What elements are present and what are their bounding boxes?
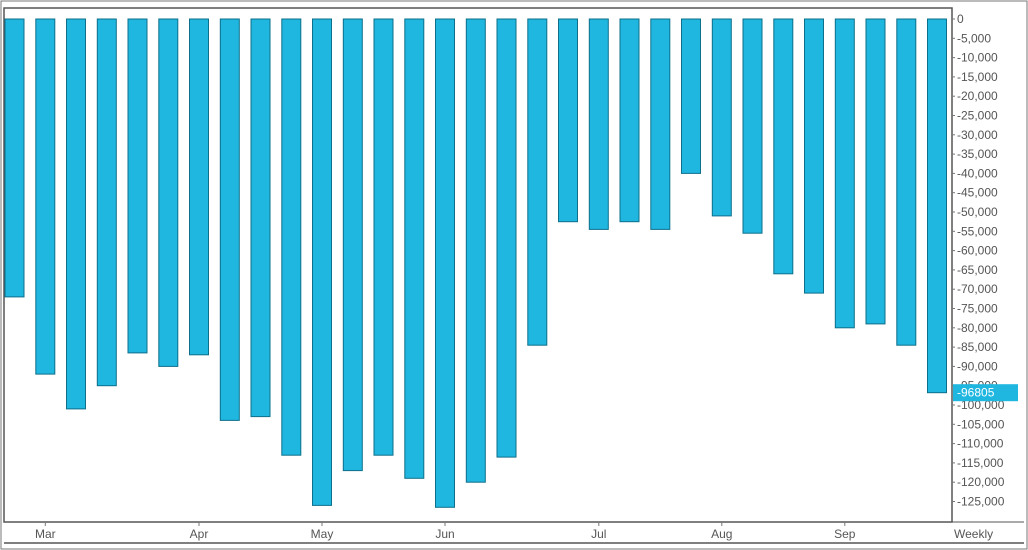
bar-4	[96, 18, 117, 387]
bar-27	[804, 18, 824, 294]
bar-24	[711, 18, 732, 217]
bar-21	[619, 18, 640, 223]
y-tick-label: -25,000	[957, 109, 998, 123]
y-tick-label: -50,000	[957, 205, 998, 219]
y-tick-label: -80,000	[957, 321, 998, 335]
y-tick-label: -110,000	[957, 437, 1004, 451]
y-tick-label: -125,000	[957, 495, 1005, 509]
bar-31	[927, 18, 947, 394]
y-tick-label: -40,000	[957, 166, 998, 180]
y-tick-label: -55,000	[957, 224, 998, 238]
bar-9	[250, 18, 271, 418]
bar-29	[865, 18, 886, 325]
y-tick-label: -105,000	[957, 417, 1005, 431]
bar-10	[281, 18, 302, 456]
bars-group	[4, 18, 947, 508]
y-tick-label: -65,000	[957, 263, 998, 277]
y-tick-label: -75,000	[957, 302, 998, 316]
bar-14	[404, 18, 425, 479]
bar-3	[66, 18, 86, 410]
y-tick-label: 0	[957, 12, 964, 26]
x-tick-label: Apr	[190, 527, 209, 541]
bar-30	[896, 18, 917, 346]
bar-20	[588, 18, 609, 230]
bar-22	[650, 18, 671, 230]
y-tick-label: -30,000	[957, 128, 998, 142]
x-tick-label: Aug	[711, 527, 732, 541]
x-tick-label: May	[311, 527, 334, 541]
last-value-label-bg	[953, 384, 1018, 402]
bar-1	[4, 18, 25, 298]
bar-16	[465, 18, 486, 483]
y-tick-label: -85,000	[957, 340, 998, 354]
bar-7	[189, 18, 209, 356]
bar-25	[742, 18, 763, 234]
y-tick-label: -15,000	[957, 70, 998, 84]
bar-19	[558, 18, 578, 223]
y-tick-label: -45,000	[957, 186, 998, 200]
y-tick-label: -90,000	[957, 359, 998, 373]
bar-5	[127, 18, 148, 354]
bar-15	[435, 18, 455, 508]
bar-18	[527, 18, 548, 346]
bar-12	[342, 18, 363, 472]
bar-26	[773, 18, 794, 275]
y-tick-label: -20,000	[957, 89, 998, 103]
x-tick-label: Sep	[834, 527, 856, 541]
y-tick-label: -10,000	[957, 51, 998, 65]
x-tick-label: Mar	[35, 527, 56, 541]
y-tick-label: -60,000	[957, 244, 998, 258]
last-value-label: -96805	[957, 386, 995, 400]
bar-6	[158, 18, 179, 367]
bar-13	[373, 18, 394, 456]
x-axis-ticks: Mar Apr May Jun Jul Aug Sep	[35, 522, 856, 541]
last-value-marker: -96805	[953, 384, 1018, 402]
y-tick-label: -70,000	[957, 282, 998, 296]
y-tick-label: -5,000	[957, 31, 991, 45]
x-tick-label: Jun	[435, 527, 454, 541]
y-tick-label: -120,000	[957, 475, 1005, 489]
bar-2	[35, 18, 56, 375]
y-tick-label: -100,000	[957, 398, 1005, 412]
bar-28	[834, 18, 855, 329]
bar-11	[312, 18, 332, 506]
bar-23	[681, 18, 701, 174]
bar-17	[496, 18, 517, 458]
y-tick-label: -35,000	[957, 147, 998, 161]
y-tick-label: -115,000	[957, 456, 1004, 470]
period-label: Weekly	[954, 527, 993, 541]
x-tick-label: Jul	[591, 527, 606, 541]
bar-8	[219, 18, 240, 421]
y-axis-ticks: 0 -5,000 -10,000 -15,000 -20,000 -25,000 -30,0…	[952, 12, 1005, 509]
